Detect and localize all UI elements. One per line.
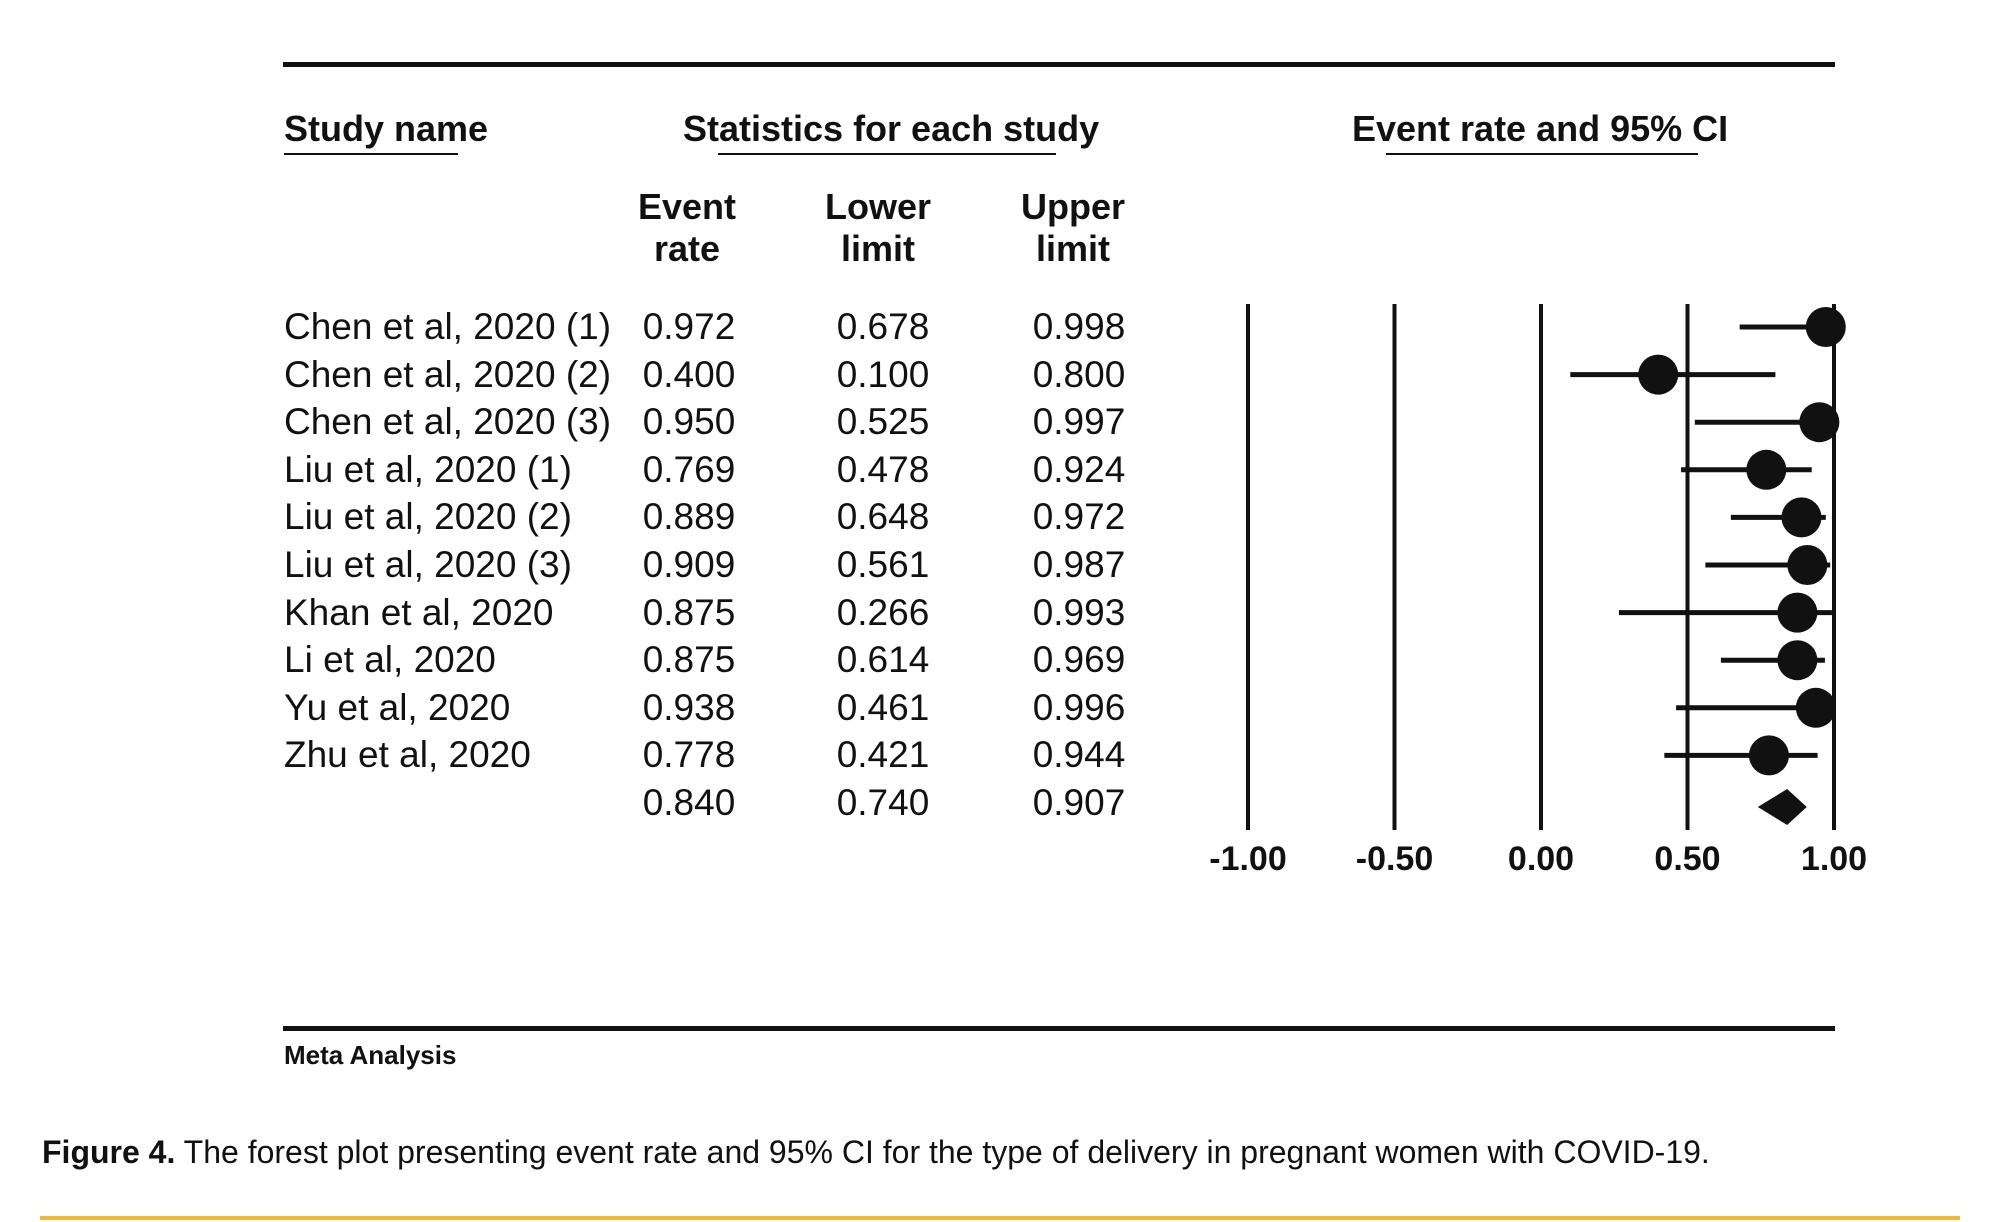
point-estimate [1795,687,1836,728]
caption-label: Figure 4. [42,1134,176,1170]
point-estimate [1781,497,1822,538]
row-upper-limit: 0.998 [1032,306,1126,347]
row-study-name: Liu et al, 2020 (3) [284,544,572,585]
top-rule [283,62,1835,67]
row-lower-limit: 0.421 [836,734,930,776]
subheader-event-rate-line1: Event [637,186,737,227]
footer-label: Meta Analysis [284,1040,457,1070]
summary-diamond [1757,789,1807,825]
row-lower-limit: 0.478 [836,448,930,490]
row-upper-limit: 0.996 [1032,686,1126,728]
header-statistics: Statistics for each study [683,108,1100,149]
point-estimate [1777,592,1818,633]
row-upper-limit: 0.997 [1032,401,1126,443]
row-lower-limit: 0.614 [836,639,930,681]
accent-rule [40,1216,1960,1220]
subheader-upper-limit-line1: Upper [1020,186,1125,227]
x-tick-label: 0.00 [1508,840,1574,878]
point-estimate [1777,640,1818,681]
x-tick-label: -0.50 [1356,840,1434,878]
row-study-name: Liu et al, 2020 (2) [284,496,572,538]
row-upper-limit: 0.972 [1032,496,1126,538]
row-event-rate: 0.778 [642,734,736,776]
point-estimate [1638,354,1679,395]
row-study-name: Liu et al, 2020 (1) [284,448,572,490]
row-event-rate: 0.875 [642,639,736,681]
row-event-rate: 0.938 [642,686,736,728]
point-estimate [1787,545,1828,585]
row-event-rate: 0.400 [642,353,736,395]
row-upper-limit: 0.924 [1032,448,1126,490]
row-upper-limit: 0.993 [1032,591,1126,633]
row-upper-limit: 0.987 [1032,544,1126,585]
row-upper-limit: 0.944 [1032,734,1126,776]
row-lower-limit: 0.648 [836,496,930,538]
header-statistics-underline [718,153,1056,155]
subheader-upper-limit: Upper limit [983,186,1163,270]
row-lower-limit: 0.266 [836,591,930,633]
figure-caption: Figure 4. The forest plot presenting eve… [42,1134,1710,1171]
row-study-name: Chen et al, 2020 (2) [284,353,612,395]
point-estimate [1746,449,1787,490]
x-tick-label: 1.00 [1801,840,1867,878]
header-study-name-underline [284,153,458,155]
x-tick-label: 0.50 [1654,840,1720,878]
header-plot-underline [1386,153,1698,155]
subheader-event-rate-line2: rate [653,228,721,269]
subheader-lower-limit: Lower limit [788,186,968,270]
header-study-name: Study name [284,108,489,149]
row-event-rate: 0.972 [642,306,736,347]
row-event-rate: 0.875 [642,591,736,633]
subheader-lower-limit-line2: limit [840,228,915,269]
x-tick-label: -1.00 [1209,840,1287,878]
subheader-upper-limit-line2: limit [1035,228,1110,269]
row-lower-limit: 0.561 [836,544,930,585]
row-upper-limit: 0.800 [1032,353,1126,395]
row-event-rate: 0.950 [642,401,736,443]
row-study-name: Chen et al, 2020 (1) [284,306,612,347]
bottom-rule [283,1026,1835,1031]
row-lower-limit: 0.678 [836,306,930,347]
row-event-rate: 0.769 [642,448,736,490]
row-event-rate: 0.889 [642,496,736,538]
row-lower-limit: 0.740 [836,782,930,823]
subheader-lower-limit-line1: Lower [824,186,931,227]
point-estimate [1748,735,1789,776]
row-event-rate: 0.840 [642,782,736,823]
row-study-name: Li et al, 2020 [284,639,496,681]
caption-text: The forest plot presenting event rate an… [183,1134,1710,1170]
row-study-name: Yu et al, 2020 [284,686,511,728]
row-upper-limit: 0.969 [1032,639,1126,681]
point-estimate [1799,402,1840,443]
subheader-event-rate: Event rate [597,186,777,270]
header-plot: Event rate and 95% CI [1352,108,1729,149]
row-study-name: Zhu et al, 2020 [284,734,531,776]
row-study-name: Chen et al, 2020 (3) [284,401,612,443]
row-lower-limit: 0.100 [836,353,930,395]
point-estimate [1805,307,1846,347]
row-lower-limit: 0.525 [836,401,930,443]
row-study-name: Khan et al, 2020 [284,591,554,633]
row-upper-limit: 0.907 [1032,782,1126,823]
row-lower-limit: 0.461 [836,686,930,728]
row-event-rate: 0.909 [642,544,736,585]
